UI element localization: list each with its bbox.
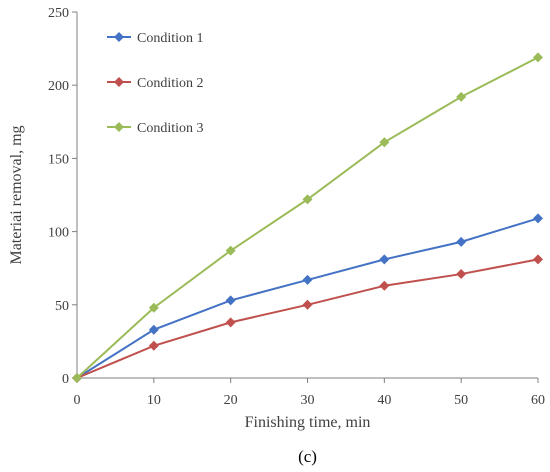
series-line bbox=[76, 217, 539, 379]
legend-label: Condition 1 bbox=[137, 31, 204, 46]
y-tick-label: 100 bbox=[48, 226, 69, 241]
data-point bbox=[379, 137, 390, 148]
legend-marker bbox=[114, 122, 124, 132]
legend-label: Condition 3 bbox=[137, 121, 204, 136]
data-point bbox=[302, 299, 313, 310]
data-point bbox=[456, 236, 467, 247]
x-tick-label: 50 bbox=[454, 393, 468, 408]
x-tick-label: 10 bbox=[147, 393, 161, 408]
data-point bbox=[148, 324, 159, 335]
data-point bbox=[225, 245, 236, 256]
data-point bbox=[302, 274, 313, 285]
legend: Condition 1 Condition 2 Condition 3 bbox=[107, 31, 204, 136]
data-point bbox=[379, 254, 390, 265]
data-point bbox=[302, 194, 313, 205]
data-point bbox=[225, 317, 236, 328]
data-point bbox=[456, 91, 467, 102]
series-1 bbox=[72, 213, 543, 383]
legend-label: Condition 2 bbox=[137, 76, 204, 91]
data-point bbox=[379, 280, 390, 291]
x-ticks: 0 10 20 30 40 50 60 bbox=[74, 378, 545, 408]
legend-entry: Condition 1 bbox=[107, 31, 204, 46]
x-tick-label: 0 bbox=[74, 393, 81, 408]
y-tick-label: 50 bbox=[55, 299, 69, 314]
x-tick-label: 20 bbox=[224, 393, 238, 408]
x-tick-label: 40 bbox=[377, 393, 391, 408]
series-3 bbox=[72, 52, 543, 383]
figure-caption: (c) bbox=[298, 447, 317, 466]
legend-entry: Condition 2 bbox=[107, 76, 204, 91]
x-tick-label: 60 bbox=[531, 393, 545, 408]
y-tick-label: 150 bbox=[48, 152, 69, 167]
y-tick-label: 250 bbox=[48, 6, 69, 21]
legend-marker bbox=[114, 77, 124, 87]
y-ticks: 0 50 100 150 200 250 bbox=[48, 6, 77, 387]
series-line bbox=[76, 56, 539, 379]
data-point bbox=[72, 373, 82, 383]
data-point bbox=[533, 213, 543, 224]
x-axis-title: Finishing time, min bbox=[245, 414, 371, 431]
data-point bbox=[148, 302, 159, 313]
data-point bbox=[533, 52, 543, 63]
legend-entry: Condition 3 bbox=[107, 121, 204, 136]
legend-marker bbox=[114, 32, 124, 42]
y-tick-label: 0 bbox=[62, 372, 69, 387]
x-tick-label: 30 bbox=[301, 393, 315, 408]
series-group bbox=[72, 52, 543, 383]
y-axis-title: Materiai removal, mg bbox=[8, 125, 25, 264]
data-point bbox=[225, 295, 236, 306]
data-point bbox=[456, 269, 467, 280]
data-point bbox=[148, 340, 159, 351]
y-tick-label: 200 bbox=[48, 79, 69, 94]
data-point bbox=[533, 254, 543, 265]
